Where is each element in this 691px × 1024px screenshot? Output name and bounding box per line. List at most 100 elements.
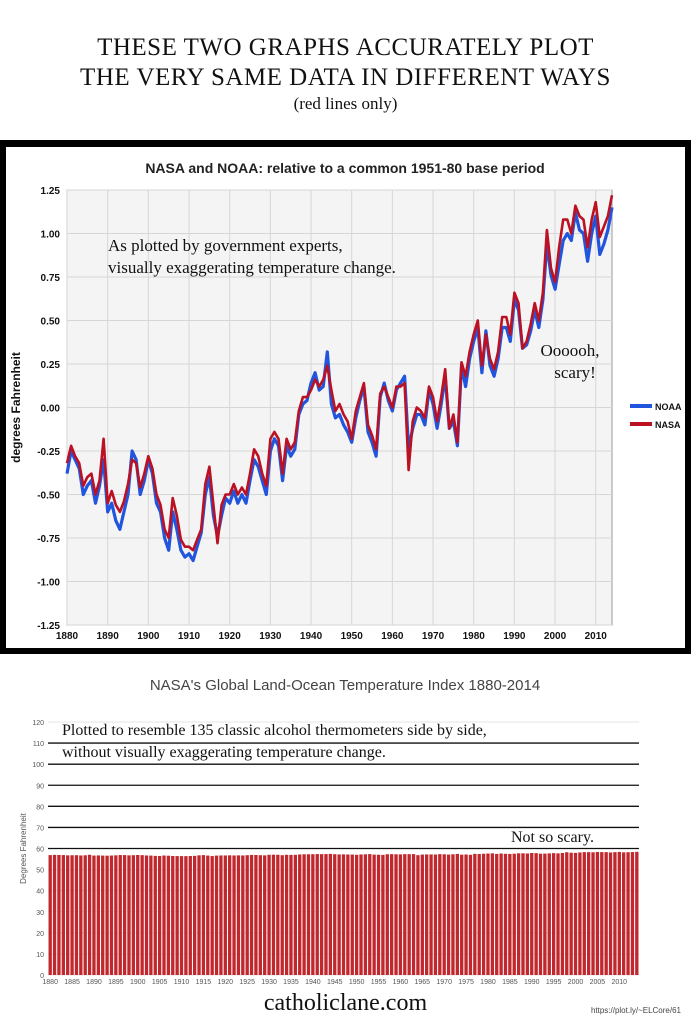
- x-tick-label: 1955: [371, 979, 387, 985]
- x-tick-label: 2010: [612, 979, 628, 985]
- y-tick-label: 70: [36, 825, 44, 832]
- x-tick-label: 1990: [503, 631, 526, 642]
- thermometer-bar: [429, 854, 433, 975]
- y-tick-label: -1.00: [37, 578, 60, 589]
- chart-title: NASA's Global Land-Ocean Temperature Ind…: [150, 677, 540, 694]
- footer-url: https://plot.ly/~ELCore/61: [590, 1006, 681, 1015]
- thermometer-bar: [490, 853, 495, 975]
- thermometer-bar: [425, 854, 429, 975]
- thermometer-bar: [337, 854, 341, 975]
- thermometer-bar: [114, 855, 118, 975]
- thermometer-bar: [263, 855, 267, 975]
- x-tick-label: 1940: [300, 631, 323, 642]
- thermometer-bar: [368, 854, 372, 975]
- thermometer-bar: [258, 855, 262, 975]
- y-tick-label: 60: [36, 847, 44, 854]
- thermometer-bar: [582, 852, 586, 975]
- thermometer-bar: [280, 855, 284, 975]
- x-tick-label: 1975: [458, 979, 474, 985]
- y-tick-label: -1.25: [37, 621, 60, 632]
- thermometer-bar: [245, 855, 249, 975]
- y-tick-label: 110: [33, 741, 44, 748]
- thermometer-bar: [66, 855, 70, 975]
- y-tick-label: 90: [36, 783, 44, 790]
- x-tick-label: 1890: [86, 979, 102, 985]
- y-axis-label: degrees Fahrenheit: [9, 352, 23, 463]
- thermometer-bar: [249, 854, 254, 975]
- x-tick-label: 1930: [259, 631, 282, 642]
- x-tick-label: 1885: [64, 979, 80, 985]
- headline-line-3: (red lines only): [293, 94, 398, 113]
- y-tick-label: 80: [36, 804, 44, 811]
- x-tick-label: 1990: [524, 979, 540, 985]
- footer-site: catholiclane.com: [263, 990, 428, 1016]
- y-tick-label: 0.25: [41, 360, 61, 371]
- y-tick-label: -0.25: [37, 447, 60, 458]
- thermometer-bar: [197, 855, 201, 975]
- thermometer-bar: [573, 852, 578, 975]
- thermometer-bar: [136, 854, 140, 975]
- thermometer-bar: [319, 854, 324, 975]
- thermometer-bar: [149, 855, 153, 975]
- thermometer-bar: [521, 853, 525, 975]
- thermometer-bar: [608, 852, 613, 975]
- x-tick-label: 1920: [218, 979, 234, 985]
- x-tick-label: 1900: [130, 979, 146, 985]
- thermometer-bar: [464, 854, 468, 975]
- thermometer-bar: [503, 853, 508, 975]
- y-axis-label: Degrees Fahrenheit: [19, 812, 28, 883]
- thermometer-bar: [569, 852, 573, 975]
- thermometer-bar: [241, 855, 245, 975]
- thermometer-bar: [473, 853, 477, 975]
- y-tick-label: 10: [36, 952, 44, 959]
- thermometer-bar: [635, 851, 639, 975]
- x-tick-label: 1880: [42, 979, 58, 985]
- thermometer-bar: [350, 854, 354, 975]
- y-tick-label: 30: [36, 910, 44, 917]
- thermometer-bar: [293, 854, 298, 975]
- thermometer-bar: [591, 852, 595, 975]
- thermometer-bar: [219, 855, 223, 975]
- x-tick-label: 1950: [341, 631, 364, 642]
- x-tick-label: 1905: [152, 979, 168, 985]
- thermometer-bar: [407, 854, 411, 975]
- thermometer-bar: [289, 854, 293, 975]
- thermometer-bar: [83, 855, 87, 975]
- annotation-text: As plotted by government experts,: [108, 236, 343, 255]
- thermometer-bar: [442, 854, 446, 975]
- x-tick-label: 1940: [305, 979, 321, 985]
- x-tick-label: 1900: [137, 631, 160, 642]
- chart-title: NASA and NOAA: relative to a common 1951…: [145, 160, 544, 176]
- thermometer-bar: [481, 853, 486, 975]
- thermometer-bar: [311, 854, 315, 975]
- thermometer-bar: [416, 855, 420, 975]
- thermometer-bar: [271, 854, 276, 975]
- thermometer-bar: [551, 853, 556, 975]
- thermometer-bar: [394, 854, 398, 975]
- x-tick-label: 1960: [393, 979, 409, 985]
- thermometer-bar: [512, 853, 516, 975]
- thermometer-bar: [179, 856, 184, 975]
- legend-label-noaa: NOAA: [655, 402, 682, 412]
- thermometer-bar: [127, 855, 131, 975]
- x-tick-label: 1950: [349, 979, 365, 985]
- x-tick-label: 1935: [283, 979, 299, 985]
- thermometer-bar: [92, 855, 96, 975]
- thermometer-bar: [403, 854, 407, 975]
- legend-label-nasa: NASA: [655, 420, 681, 430]
- x-tick-label: 1960: [381, 631, 404, 642]
- y-tick-label: 50: [36, 868, 44, 875]
- thermometer-bar: [79, 855, 83, 975]
- thermometer-bar: [175, 856, 179, 975]
- thermometer-bar: [363, 854, 368, 975]
- thermometer-bar: [389, 854, 394, 975]
- annotation-text: visually exaggerating temperature change…: [108, 258, 396, 277]
- noaa-nasa-line-chart: NASA and NOAA: relative to a common 1951…: [6, 147, 685, 648]
- thermometer-bar: [254, 854, 258, 975]
- thermometer-bar: [228, 855, 232, 975]
- thermometer-bar: [184, 856, 188, 975]
- thermometer-bar: [376, 854, 381, 975]
- thermometer-bar: [162, 855, 166, 975]
- annotation-text: scary!: [554, 363, 596, 382]
- annotation-text: Oooooh,: [540, 341, 599, 360]
